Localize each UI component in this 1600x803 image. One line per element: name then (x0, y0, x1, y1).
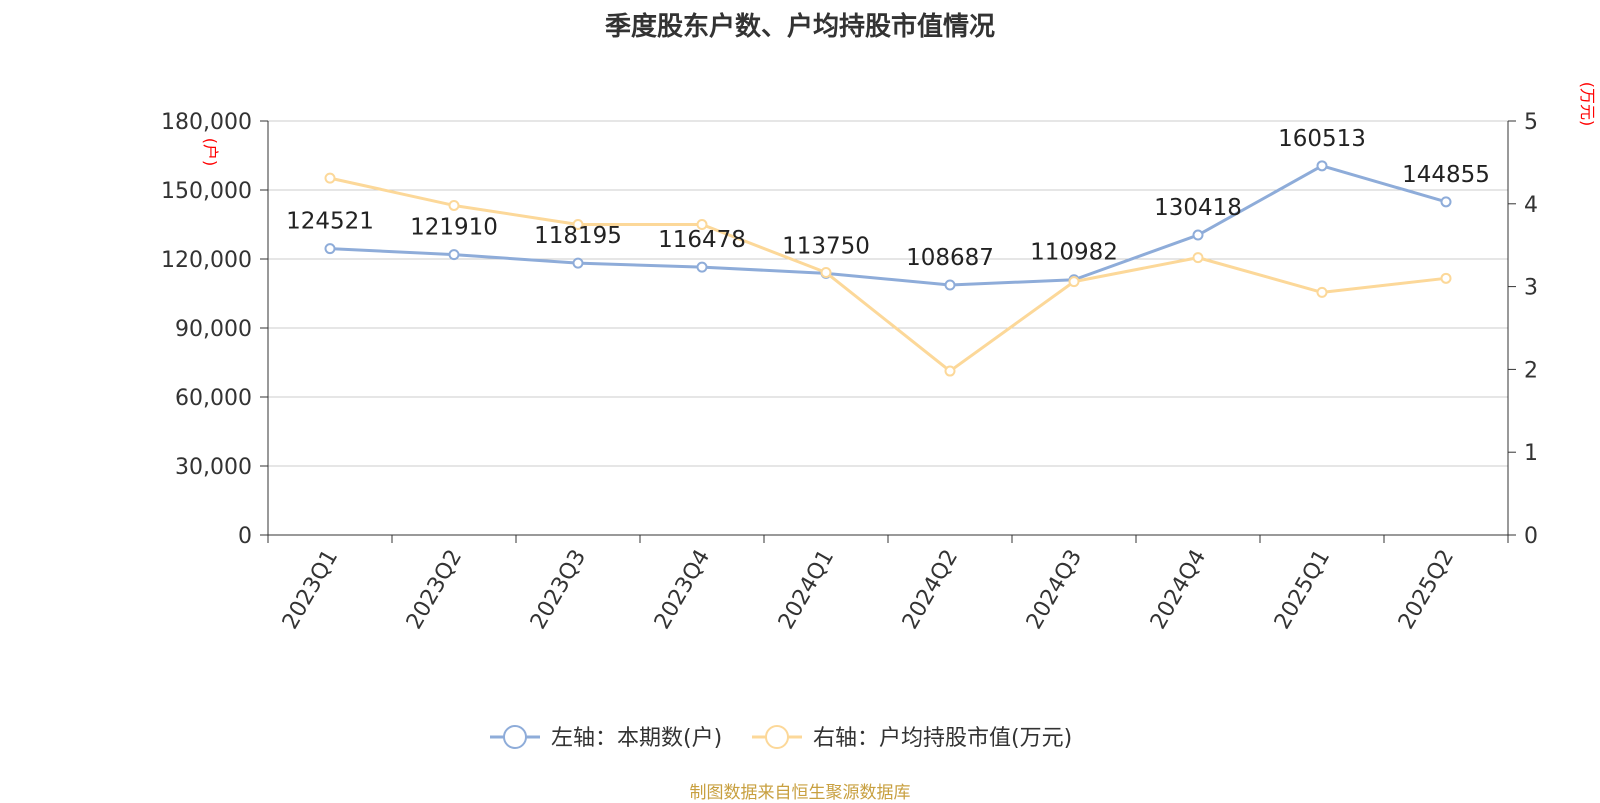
right-series-point (944, 365, 956, 377)
x-tick-label: 2023Q4 (650, 546, 715, 634)
data-label: 118195 (534, 223, 622, 249)
legend-item-left[interactable]: 左轴：本期数(户) (490, 725, 722, 751)
right-series-point (1192, 252, 1204, 264)
data-labels: 124521 121910 118195 116478 113750 108687 1109… (286, 126, 1490, 271)
legend-label-left: 左轴：本期数(户) (551, 726, 722, 751)
right-series-point (820, 267, 832, 279)
data-label: 116478 (658, 227, 746, 253)
right-tick-label: 4 (1524, 193, 1538, 218)
right-series-line (329, 176, 1447, 373)
left-series-point (448, 249, 460, 261)
left-tick-label: 30,000 (175, 455, 252, 480)
left-series-line (329, 164, 1447, 287)
data-label: 113750 (782, 233, 870, 259)
x-tick-label: 2023Q3 (526, 546, 591, 634)
x-tick-label: 2025Q1 (1270, 546, 1335, 634)
right-tick-label: 5 (1524, 110, 1538, 135)
chart-title: 季度股东户数、户均持股市值情况 (604, 12, 995, 42)
right-tick-label: 3 (1524, 276, 1538, 301)
right-tick-label: 0 (1524, 524, 1538, 549)
right-series-point (324, 172, 336, 184)
left-series-point (572, 257, 584, 269)
legend-label-right: 右轴：户均持股市值(万元) (813, 726, 1072, 751)
left-series-point (1192, 229, 1204, 241)
left-series-point (1316, 160, 1328, 172)
series-right-line (324, 172, 1452, 377)
data-label: 108687 (906, 245, 994, 271)
data-label: 121910 (410, 215, 498, 241)
x-tick-label: 2024Q3 (1022, 546, 1087, 634)
left-tick-label: 180,000 (161, 110, 252, 135)
data-label: 130418 (1154, 195, 1242, 221)
source-note: 制图数据来自恒生聚源数据库 (689, 783, 911, 803)
legend-item-right[interactable]: 右轴：户均持股市值(万元) (752, 725, 1072, 751)
right-series-point (1068, 276, 1080, 288)
data-label: 160513 (1278, 126, 1366, 152)
data-label: 110982 (1030, 240, 1118, 266)
left-tick-label: 150,000 (161, 179, 252, 204)
left-series-point (324, 243, 336, 255)
x-tick-label: 2023Q2 (402, 546, 467, 634)
x-tick-label: 2024Q4 (1146, 546, 1211, 634)
right-axis-unit: (万元) (1578, 82, 1597, 127)
left-tick-label: 90,000 (175, 317, 252, 342)
left-series-point (944, 279, 956, 291)
x-tick-label: 2023Q1 (278, 546, 343, 634)
left-series-point (696, 261, 708, 273)
right-tick-label: 1 (1524, 441, 1538, 466)
left-series-point (1440, 196, 1452, 208)
legend: 左轴：本期数(户) 右轴：户均持股市值(万元) (490, 725, 1072, 751)
axes: 0 30,000 60,000 90,000 120,000 150,000 180,000… (161, 110, 1538, 634)
x-tick-label: 2024Q2 (898, 546, 963, 634)
left-tick-label: 120,000 (161, 248, 252, 273)
left-tick-label: 0 (238, 524, 252, 549)
right-series-point (1316, 286, 1328, 298)
left-axis-unit: (户) (201, 138, 220, 167)
legend-marker-left (503, 725, 527, 749)
grid-lines (268, 120, 1508, 467)
data-label: 124521 (286, 209, 374, 235)
x-tick-label: 2024Q1 (774, 546, 839, 634)
right-series-point (1440, 272, 1452, 284)
right-tick-label: 2 (1524, 358, 1538, 383)
right-series-point (696, 219, 708, 230)
x-tick-label: 2025Q2 (1394, 546, 1459, 634)
data-label: 144855 (1402, 162, 1490, 188)
right-series-point (572, 219, 584, 230)
right-series-point (448, 199, 460, 211)
legend-marker-right (765, 725, 789, 749)
left-tick-label: 60,000 (175, 386, 252, 411)
